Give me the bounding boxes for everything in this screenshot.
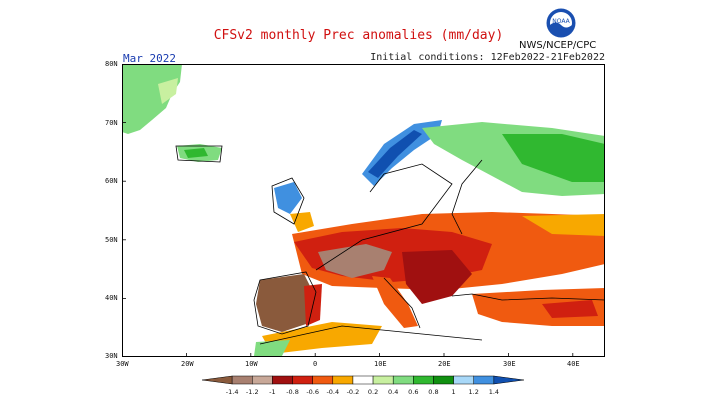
lon-label-30w: 30W <box>116 360 129 368</box>
legend-label: 1.4 <box>489 388 499 396</box>
uk-anomaly <box>274 182 302 214</box>
legend-label: 1.2 <box>469 388 479 396</box>
italy-anomaly <box>372 276 418 328</box>
lat-label-60n: 60N <box>105 177 118 185</box>
legend-swatch <box>272 375 293 385</box>
lon-label-0: 0 <box>313 360 318 368</box>
legend-swatch <box>352 375 374 385</box>
legend-swatch <box>201 375 233 385</box>
legend-label: -0.8 <box>286 388 299 396</box>
legend-label: -0.6 <box>306 388 319 396</box>
lat-label-50n: 50N <box>105 236 118 244</box>
legend-label: -1.4 <box>226 388 239 396</box>
legend-swatch <box>473 375 495 385</box>
norway-anomaly-strong <box>368 130 422 178</box>
legend-swatch <box>392 375 414 385</box>
north-africa-green <box>254 340 290 356</box>
legend-swatch <box>493 375 525 385</box>
iberia-anomaly <box>256 274 312 332</box>
lat-label-80n: 80N <box>105 60 118 68</box>
east-europe-mild <box>522 214 605 236</box>
legend-label: -1 <box>269 388 275 396</box>
coastlines <box>175 145 606 345</box>
legend-label: -1.2 <box>246 388 259 396</box>
lon-label-40e: 40E <box>567 360 580 368</box>
legend-swatch <box>292 375 313 385</box>
legend-label: 0.6 <box>408 388 418 396</box>
anomaly-map <box>122 63 606 357</box>
greenland-anomaly-light <box>158 78 178 104</box>
lon-label-20w: 20W <box>181 360 194 368</box>
logo-text: NOAA <box>552 18 570 25</box>
uk-dry <box>290 212 314 232</box>
legend-label: 0.8 <box>428 388 438 396</box>
map-title: CFSv2 monthly Prec anomalies (mm/day) <box>213 28 504 43</box>
lat-label-70n: 70N <box>105 119 118 127</box>
legend-swatch <box>453 375 474 385</box>
forecast-month: Mar 2022 <box>123 52 176 65</box>
lon-label-20e: 20E <box>438 360 451 368</box>
map-area <box>122 63 606 357</box>
legend-swatch <box>372 375 394 385</box>
legend-label: 0.2 <box>368 388 378 396</box>
legend-swatch <box>231 375 253 385</box>
noaa-logo: NOAA <box>546 8 576 38</box>
colorbar-legend: -1.4 -1.2 -1 -0.8 -0.6 -0.4 -0.2 0.2 0.4 0.6 0.8 1 1… <box>201 375 525 396</box>
north-russia-anomaly-strong <box>502 134 605 182</box>
turkey-red <box>542 300 598 318</box>
initial-conditions: Initial conditions: 12Feb2022-21Feb2022 <box>370 52 605 63</box>
legend-swatch <box>413 375 434 385</box>
legend-label: 0.4 <box>388 388 398 396</box>
balkans-anomaly <box>402 250 472 304</box>
iceland-anomaly-strong <box>184 148 208 158</box>
lon-label-10w: 10W <box>245 360 258 368</box>
legend-label: 1 <box>452 388 456 396</box>
legend-swatch <box>252 375 273 385</box>
lat-label-30n: 30N <box>105 352 118 360</box>
lon-label-10e: 10E <box>374 360 387 368</box>
legend-swatch <box>433 375 454 385</box>
legend-swatch <box>332 375 354 385</box>
legend-label: -0.4 <box>326 388 339 396</box>
france-brown <box>318 244 392 278</box>
legend-swatch <box>312 375 334 385</box>
lon-label-30e: 30E <box>503 360 516 368</box>
legend-label: -0.2 <box>347 388 360 396</box>
agency-label: NWS/NCEP/CPC <box>519 40 597 51</box>
north-africa-mild <box>262 322 382 354</box>
lat-label-40n: 40N <box>105 294 118 302</box>
